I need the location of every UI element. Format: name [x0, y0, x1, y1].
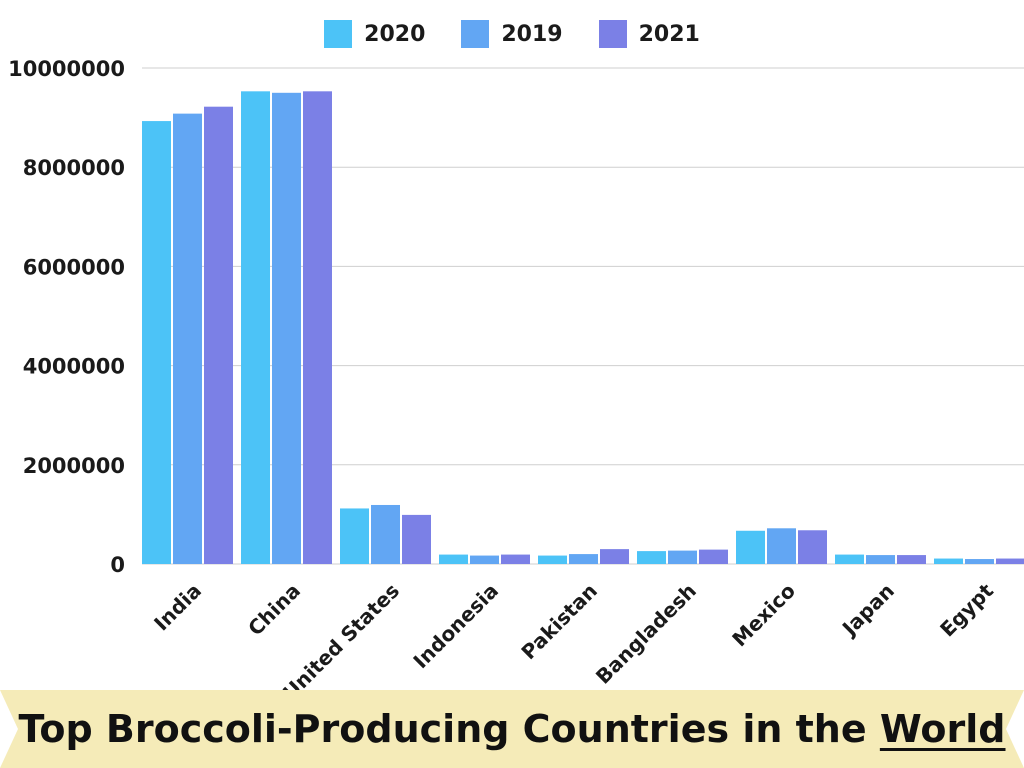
x-tick-label: Indonesia: [408, 579, 503, 674]
bar-2021-japan: [897, 555, 926, 564]
banner-notch-left: [0, 690, 18, 768]
legend: 2020 2019 2021: [0, 20, 1024, 48]
bar-2019-china: [272, 92, 301, 565]
x-tick-label: China: [243, 579, 305, 641]
bar-2019-united-states: [371, 504, 400, 564]
bar-2020-united-states: [340, 508, 369, 564]
bar-2020-egypt: [934, 558, 963, 564]
legend-item-2020: 2020: [324, 20, 425, 48]
bar-2019-egypt: [965, 559, 994, 564]
bar-2019-pakistan: [569, 554, 598, 564]
x-tick-label: Mexico: [727, 579, 800, 652]
bar-chart: 0 2000000 4000000 6000000 8000000 10000000 In…: [8, 57, 1024, 690]
legend-swatch: [461, 20, 490, 48]
y-tick-label: 0: [110, 553, 125, 577]
title-banner: Top Broccoli-Producing Countries in the …: [0, 690, 1024, 768]
bar-2021-egypt: [996, 558, 1024, 564]
legend-item-2021: 2021: [598, 20, 700, 48]
bar-2019-japan: [866, 555, 895, 564]
bar-2020-india: [142, 121, 171, 565]
x-tick-label: Pakistan: [516, 579, 602, 665]
chart-title-main: Top Broccoli-Producing Countries in the: [18, 707, 880, 751]
bar-2020-japan: [835, 554, 864, 564]
bar-2019-india: [173, 113, 202, 564]
legend-swatch: [324, 20, 353, 48]
x-tick-label: Bangladesh: [591, 579, 701, 689]
chart-title-emphasis: World: [879, 707, 1006, 751]
bar-2021-bangladesh: [699, 549, 728, 564]
legend-label: 2021: [638, 21, 700, 47]
bar-2020-pakistan: [538, 555, 567, 564]
bar-2021-mexico: [798, 530, 827, 564]
bar-2020-mexico: [736, 530, 765, 564]
y-tick-label: 2000000: [23, 454, 125, 478]
bar-2021-indonesia: [501, 554, 530, 564]
y-tick-label: 4000000: [23, 355, 125, 379]
legend-item-2019: 2019: [461, 20, 563, 48]
y-tick-label: 10000000: [8, 57, 125, 81]
bar-2021-india: [204, 106, 233, 565]
bar-2019-mexico: [767, 528, 796, 564]
bar-2020-indonesia: [439, 554, 468, 564]
bar-2019-bangladesh: [668, 550, 697, 564]
legend-swatch: [598, 20, 627, 48]
bar-2021-china: [303, 91, 332, 564]
x-tick-label: Egypt: [935, 578, 998, 641]
bar-2021-united-states: [402, 514, 431, 564]
x-tick-label: Japan: [836, 579, 899, 642]
banner-notch-right: [1006, 690, 1024, 768]
bar-2020-china: [241, 91, 270, 564]
legend-label: 2019: [501, 21, 563, 47]
y-tick-label: 8000000: [23, 156, 125, 180]
bar-2020-bangladesh: [637, 551, 666, 564]
bars: [142, 91, 1024, 565]
bar-2021-pakistan: [600, 549, 629, 564]
bar-2019-indonesia: [470, 555, 499, 564]
chart-title: Top Broccoli-Producing Countries in the …: [0, 690, 1024, 768]
x-tick-label: India: [149, 579, 206, 636]
y-tick-label: 6000000: [23, 255, 125, 279]
legend-label: 2020: [364, 21, 426, 47]
y-axis-ticks: 0 2000000 4000000 6000000 8000000 10000000: [8, 57, 125, 577]
